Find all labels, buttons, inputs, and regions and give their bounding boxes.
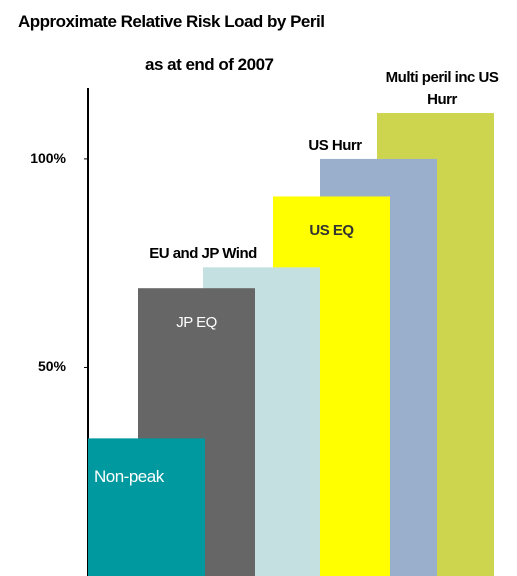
bar-label: Non-peak	[94, 467, 164, 487]
bar-label: JP EQ	[176, 314, 217, 332]
bar-label: Multi peril inc US Hurr	[385, 69, 499, 109]
chart-subtitle: as at end of 2007	[145, 55, 274, 74]
bar-label: US Hurr	[308, 136, 362, 154]
bar-label: US EQ	[309, 222, 354, 240]
y-tick-label: 100%	[30, 149, 66, 166]
chart-title: Approximate Relative Risk Load by Peril	[18, 12, 325, 31]
bar-label: EU and JP Wind	[149, 245, 257, 263]
bar	[88, 438, 205, 576]
y-tick-label: 50%	[37, 358, 66, 375]
